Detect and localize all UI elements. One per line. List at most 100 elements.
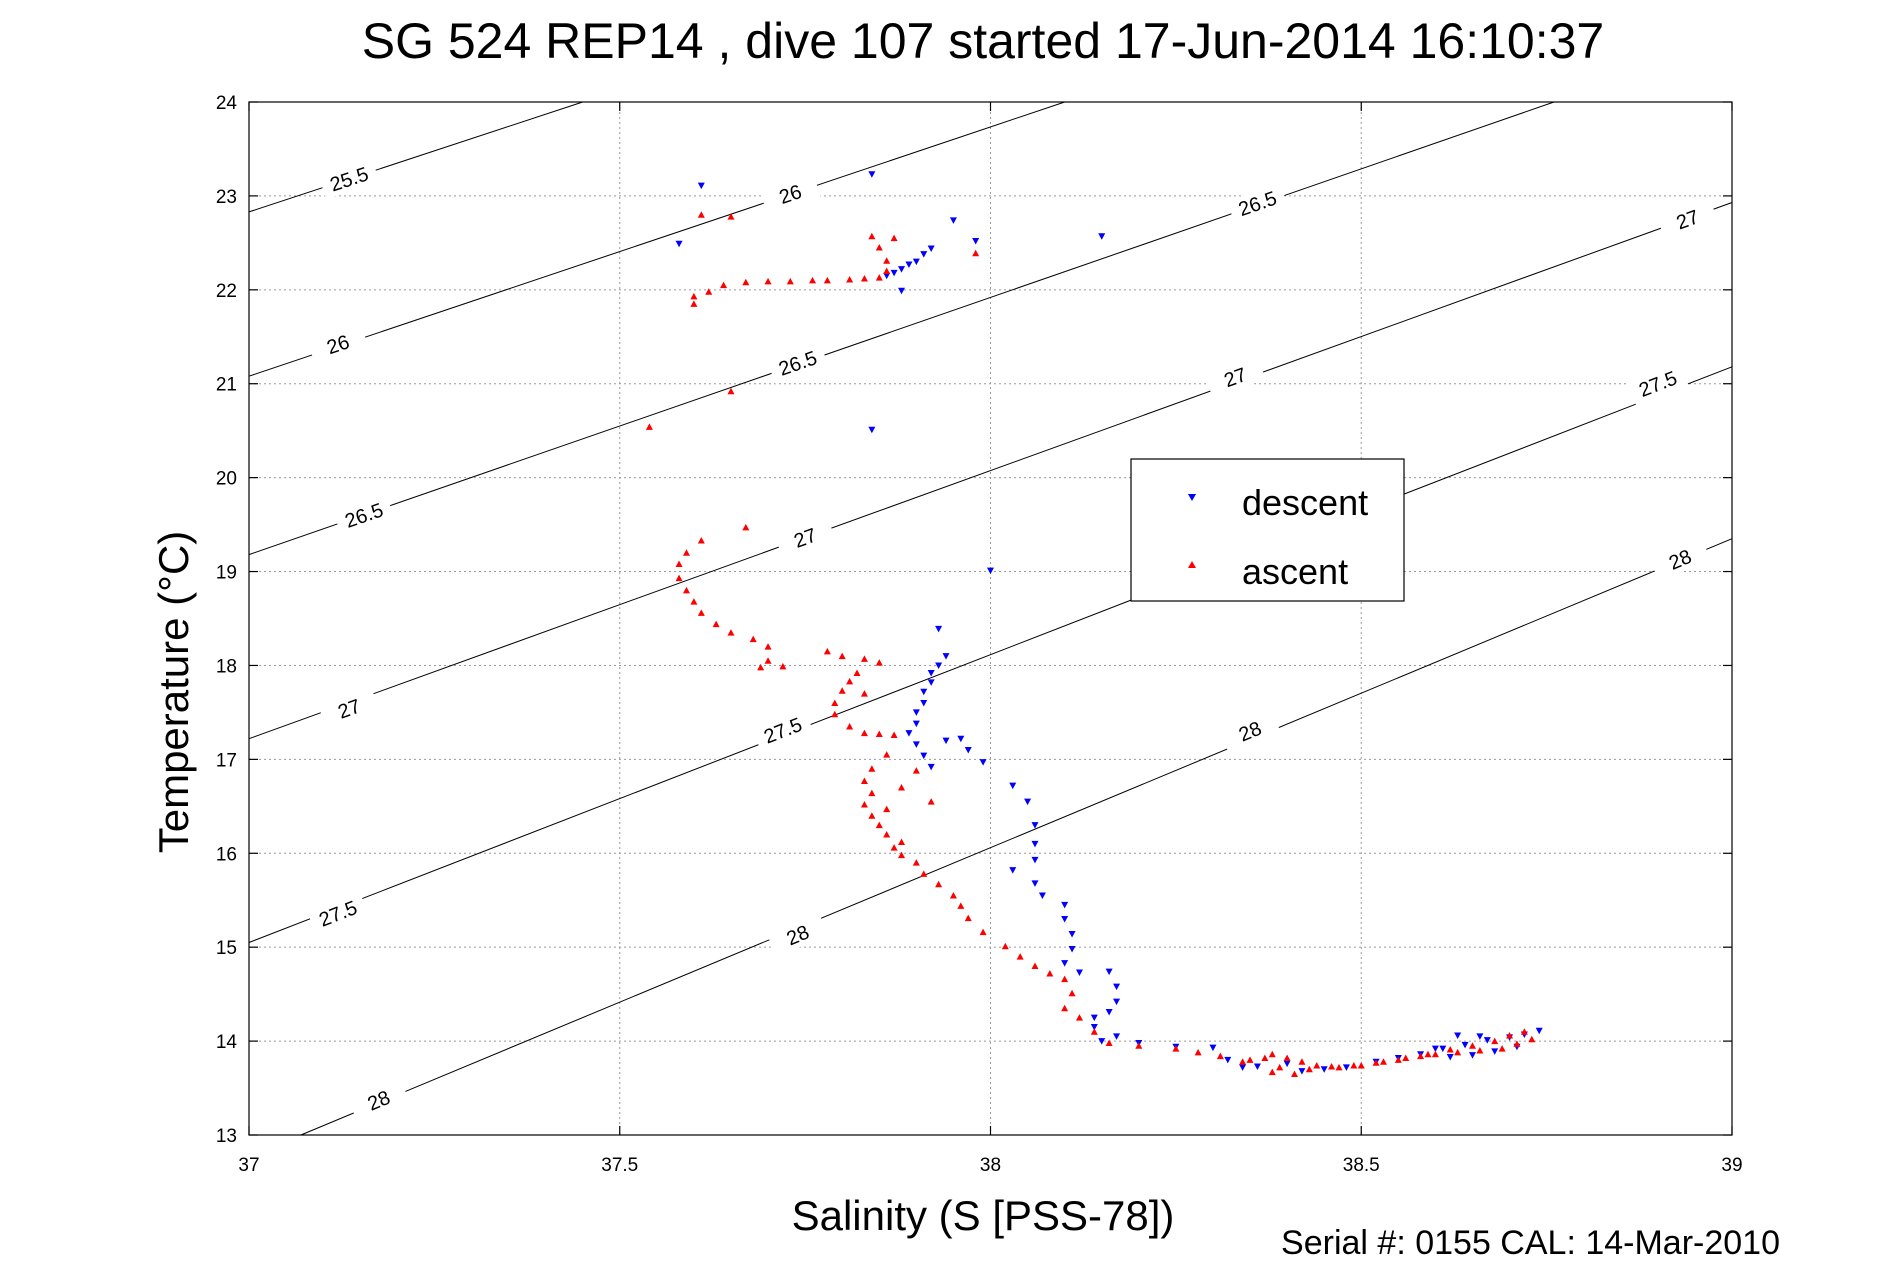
ascent-point — [831, 699, 839, 707]
descent-point — [1113, 983, 1121, 991]
descent-point — [1068, 946, 1076, 953]
ascent-point — [1016, 953, 1024, 960]
ascent-point — [890, 844, 898, 851]
ascent-point — [868, 232, 876, 240]
ascent-point — [838, 687, 846, 694]
ascent-point — [697, 211, 705, 218]
x-tick-label: 38.5 — [1343, 1155, 1380, 1176]
descent-point — [1061, 916, 1069, 923]
chart-title: SG 524 REP14 , dive 107 started 17-Jun-2… — [362, 13, 1605, 69]
descent-point — [1061, 960, 1069, 967]
ascent-point — [764, 277, 772, 285]
descent-point — [1068, 931, 1076, 938]
ascent-point — [890, 731, 898, 738]
ascent-point — [727, 629, 735, 636]
ascent-point — [1417, 1052, 1425, 1060]
ascent-point — [764, 657, 772, 664]
descent-point — [1342, 1064, 1350, 1071]
legend-marker-descent — [1188, 494, 1196, 501]
ascent-point — [875, 659, 883, 666]
ascent-point — [823, 276, 831, 284]
ascent-point — [1498, 1045, 1506, 1052]
ascent-point — [712, 620, 720, 628]
descent-point — [1461, 1041, 1469, 1049]
ascent-point — [690, 292, 698, 300]
y-tick-label: 14 — [216, 1032, 238, 1053]
ascent-point — [1528, 1035, 1536, 1043]
ascent-point — [831, 710, 839, 718]
density-contour-25.5 — [248, 101, 583, 213]
ascent-point — [727, 213, 735, 220]
y-tick-label: 13 — [216, 1126, 237, 1147]
ascent-point — [1328, 1062, 1336, 1070]
ascent-point — [912, 859, 920, 866]
ascent-point — [1350, 1062, 1358, 1069]
ascent-point — [1061, 975, 1069, 983]
ascent-point — [860, 275, 868, 282]
ascent-point — [979, 928, 987, 936]
descent-point — [979, 759, 987, 766]
contour-label-gap — [1627, 362, 1689, 406]
descent-point — [1454, 1032, 1462, 1039]
ascent-point — [682, 549, 690, 556]
ascent-point — [1431, 1050, 1439, 1058]
descent-point — [1105, 968, 1113, 976]
contour-label-gap — [767, 342, 829, 384]
ascent-point — [846, 677, 854, 685]
legend-box — [1130, 458, 1405, 602]
ascent-point — [868, 789, 876, 797]
ascent-point — [697, 537, 705, 544]
descent-point — [1483, 1037, 1491, 1044]
ascent-point — [883, 257, 891, 264]
ascent-point — [883, 805, 891, 813]
descent-point — [1491, 1048, 1499, 1055]
descent-point — [1283, 1060, 1291, 1068]
ascent-point — [920, 870, 928, 877]
descent-point — [987, 567, 994, 575]
ascent-point — [1268, 1068, 1276, 1076]
descent-point — [1446, 1054, 1454, 1061]
ascent-point — [1031, 962, 1039, 969]
descent-point — [1224, 1056, 1232, 1064]
descent-point — [1098, 1038, 1106, 1045]
ascent-point — [875, 244, 883, 251]
ascent-point — [1105, 1039, 1113, 1046]
legend-label-ascent: ascent — [1242, 551, 1348, 592]
ascent-point — [1268, 1050, 1276, 1058]
series-ascent — [645, 211, 1536, 1077]
density-contour-26 — [248, 101, 1065, 377]
ascent-point — [705, 288, 713, 295]
contour-label-gap — [1649, 537, 1711, 582]
descent-point — [905, 730, 913, 737]
descent-point — [1009, 867, 1017, 874]
descent-point — [1090, 1014, 1098, 1022]
ascent-point — [883, 751, 891, 758]
ascent-point — [742, 523, 750, 531]
ascent-point — [1061, 1004, 1069, 1012]
descent-point — [898, 266, 906, 273]
contour-label-gap — [318, 687, 380, 730]
ascent-point — [1446, 1046, 1454, 1053]
contour-label-gap — [318, 158, 380, 200]
ascent-point — [1476, 1046, 1484, 1054]
descent-point — [868, 426, 876, 434]
contour-label-gap — [348, 1078, 410, 1123]
descent-point — [912, 709, 920, 716]
y-tick-label: 17 — [216, 750, 237, 771]
ascent-point — [1135, 1042, 1143, 1049]
x-tick-label: 38 — [980, 1155, 1001, 1176]
y-tick-label: 23 — [216, 187, 237, 208]
x-tick-label: 37 — [238, 1155, 259, 1176]
ascent-point — [890, 234, 898, 242]
descent-point — [1031, 822, 1039, 829]
descent-point — [883, 272, 891, 280]
descent-point — [1031, 856, 1039, 864]
descent-point — [1253, 1063, 1261, 1070]
descent-point — [890, 269, 898, 277]
ascent-point — [1046, 969, 1054, 977]
ascent-point — [868, 812, 876, 819]
contour-label-gap — [307, 892, 369, 935]
contour-label-gap — [752, 708, 814, 752]
descent-point — [942, 737, 950, 745]
